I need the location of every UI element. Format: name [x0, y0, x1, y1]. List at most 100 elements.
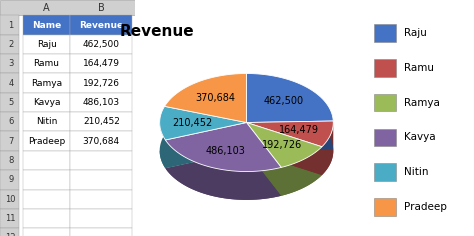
- Text: 164,479: 164,479: [279, 125, 319, 135]
- Text: 7: 7: [8, 137, 13, 146]
- Text: 486,103: 486,103: [206, 146, 246, 156]
- Text: Pradeep: Pradeep: [404, 202, 447, 212]
- Text: Ramu: Ramu: [34, 59, 60, 68]
- Text: Ramya: Ramya: [404, 97, 440, 108]
- Polygon shape: [160, 135, 246, 168]
- Polygon shape: [246, 121, 333, 147]
- Polygon shape: [160, 122, 246, 168]
- Bar: [374, 129, 396, 146]
- Polygon shape: [165, 122, 281, 200]
- Text: 462,500: 462,500: [264, 96, 304, 106]
- Text: B: B: [98, 3, 105, 13]
- Text: Raju: Raju: [36, 40, 56, 49]
- Bar: [70, 54, 132, 73]
- Polygon shape: [246, 151, 322, 196]
- Text: Name: Name: [32, 21, 61, 30]
- Bar: [374, 59, 396, 76]
- Bar: [0, 0, 135, 15]
- Bar: [23, 151, 70, 170]
- Text: Nitin: Nitin: [36, 117, 57, 126]
- Text: 5: 5: [8, 98, 13, 107]
- Polygon shape: [246, 122, 322, 196]
- Bar: [0, 112, 19, 131]
- Polygon shape: [246, 122, 333, 175]
- Polygon shape: [246, 102, 333, 151]
- Text: 486,103: 486,103: [83, 98, 120, 107]
- Bar: [70, 35, 132, 54]
- Bar: [70, 228, 132, 236]
- Text: Pradeep: Pradeep: [28, 137, 65, 146]
- Polygon shape: [165, 151, 281, 200]
- Bar: [0, 73, 19, 93]
- Bar: [374, 94, 396, 111]
- Bar: [70, 209, 132, 228]
- Bar: [70, 73, 132, 93]
- Text: A: A: [43, 3, 50, 13]
- Bar: [374, 163, 396, 181]
- Polygon shape: [246, 122, 322, 167]
- Text: 12: 12: [6, 233, 16, 236]
- Bar: [23, 35, 70, 54]
- Text: 2: 2: [8, 40, 13, 49]
- Text: 11: 11: [6, 214, 16, 223]
- Bar: [70, 170, 132, 190]
- Text: Ramu: Ramu: [404, 63, 434, 73]
- Bar: [23, 209, 70, 228]
- Polygon shape: [164, 102, 246, 151]
- Text: 210,452: 210,452: [83, 117, 120, 126]
- Bar: [23, 131, 70, 151]
- Bar: [70, 15, 132, 35]
- Text: Ramya: Ramya: [31, 79, 62, 88]
- Text: Revenue: Revenue: [119, 24, 194, 39]
- Text: 192,726: 192,726: [263, 140, 302, 150]
- Text: Kavya: Kavya: [33, 98, 60, 107]
- Text: 210,452: 210,452: [173, 118, 213, 128]
- Text: 370,684: 370,684: [83, 137, 120, 146]
- Bar: [374, 198, 396, 216]
- Bar: [23, 170, 70, 190]
- Polygon shape: [164, 73, 246, 122]
- Bar: [0, 54, 19, 73]
- Bar: [70, 151, 132, 170]
- Text: 9: 9: [8, 175, 13, 184]
- Bar: [0, 93, 19, 112]
- Bar: [23, 54, 70, 73]
- Text: 8: 8: [8, 156, 13, 165]
- Text: 6: 6: [8, 117, 13, 126]
- Bar: [23, 73, 70, 93]
- Bar: [0, 35, 19, 54]
- Text: Revenue: Revenue: [79, 21, 123, 30]
- Bar: [374, 24, 396, 42]
- Text: 192,726: 192,726: [83, 79, 120, 88]
- Text: 164,479: 164,479: [83, 59, 120, 68]
- Text: Kavya: Kavya: [404, 132, 436, 143]
- Text: 462,500: 462,500: [83, 40, 120, 49]
- Bar: [0, 170, 19, 190]
- Bar: [0, 228, 19, 236]
- Bar: [23, 93, 70, 112]
- Bar: [23, 228, 70, 236]
- Bar: [0, 15, 19, 35]
- Bar: [70, 190, 132, 209]
- Bar: [0, 151, 19, 170]
- Text: 4: 4: [8, 79, 13, 88]
- Polygon shape: [246, 149, 333, 175]
- Bar: [0, 131, 19, 151]
- Polygon shape: [165, 122, 281, 172]
- Bar: [23, 15, 70, 35]
- Text: 10: 10: [6, 195, 16, 204]
- Bar: [70, 112, 132, 131]
- Bar: [0, 209, 19, 228]
- Bar: [70, 131, 132, 151]
- Polygon shape: [246, 73, 333, 122]
- Text: 3: 3: [8, 59, 13, 68]
- Bar: [23, 112, 70, 131]
- Bar: [23, 190, 70, 209]
- Bar: [0, 190, 19, 209]
- Text: Raju: Raju: [404, 28, 427, 38]
- Text: 370,684: 370,684: [195, 93, 235, 103]
- Polygon shape: [160, 106, 246, 140]
- Text: 1: 1: [8, 21, 13, 30]
- Bar: [70, 93, 132, 112]
- Text: Nitin: Nitin: [404, 167, 429, 177]
